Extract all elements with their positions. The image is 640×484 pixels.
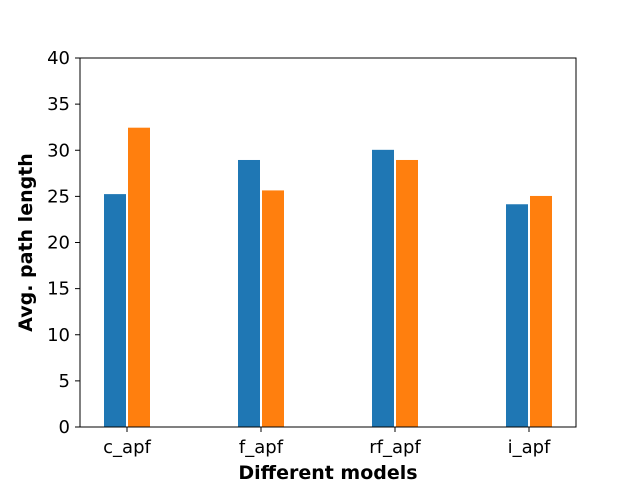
- bar-f_apf-series-2: [261, 189, 285, 428]
- y-tick-label: 30: [47, 140, 70, 161]
- x-tick-label: f_apf: [239, 437, 284, 458]
- y-tick-label: 0: [59, 417, 70, 438]
- bar-c_apf-series-2: [127, 126, 151, 428]
- y-tick-label: 40: [47, 48, 70, 69]
- x-tick-label: rf_apf: [369, 437, 421, 458]
- y-tick-label: 20: [47, 233, 70, 254]
- y-tick-label: 25: [47, 186, 70, 207]
- y-tick-label: 10: [47, 325, 70, 346]
- bar-rf_apf-series-2: [395, 158, 419, 428]
- plot-area-frame: [79, 57, 577, 428]
- y-tick-label: 5: [59, 371, 70, 392]
- bar-i_apf-series-1: [505, 203, 529, 428]
- bar-rf_apf-series-1: [371, 148, 395, 428]
- x-axis-label: Different models: [238, 462, 417, 480]
- x-tick-label: i_apf: [508, 437, 551, 458]
- x-tick-label: c_apf: [103, 437, 151, 458]
- bar-f_apf-series-1: [237, 158, 261, 428]
- y-tick-label: 35: [47, 94, 70, 115]
- bar-c_apf-series-1: [103, 193, 127, 428]
- ticks-layer: c_apf f_apf rf_apf i_apf 0 5 10 15 20 25 30 35 40: [47, 48, 551, 458]
- bars-layer: [103, 126, 553, 428]
- y-tick-label: 15: [47, 279, 70, 300]
- y-axis-label: Avg. path length: [15, 153, 37, 332]
- bar-i_apf-series-2: [529, 194, 553, 428]
